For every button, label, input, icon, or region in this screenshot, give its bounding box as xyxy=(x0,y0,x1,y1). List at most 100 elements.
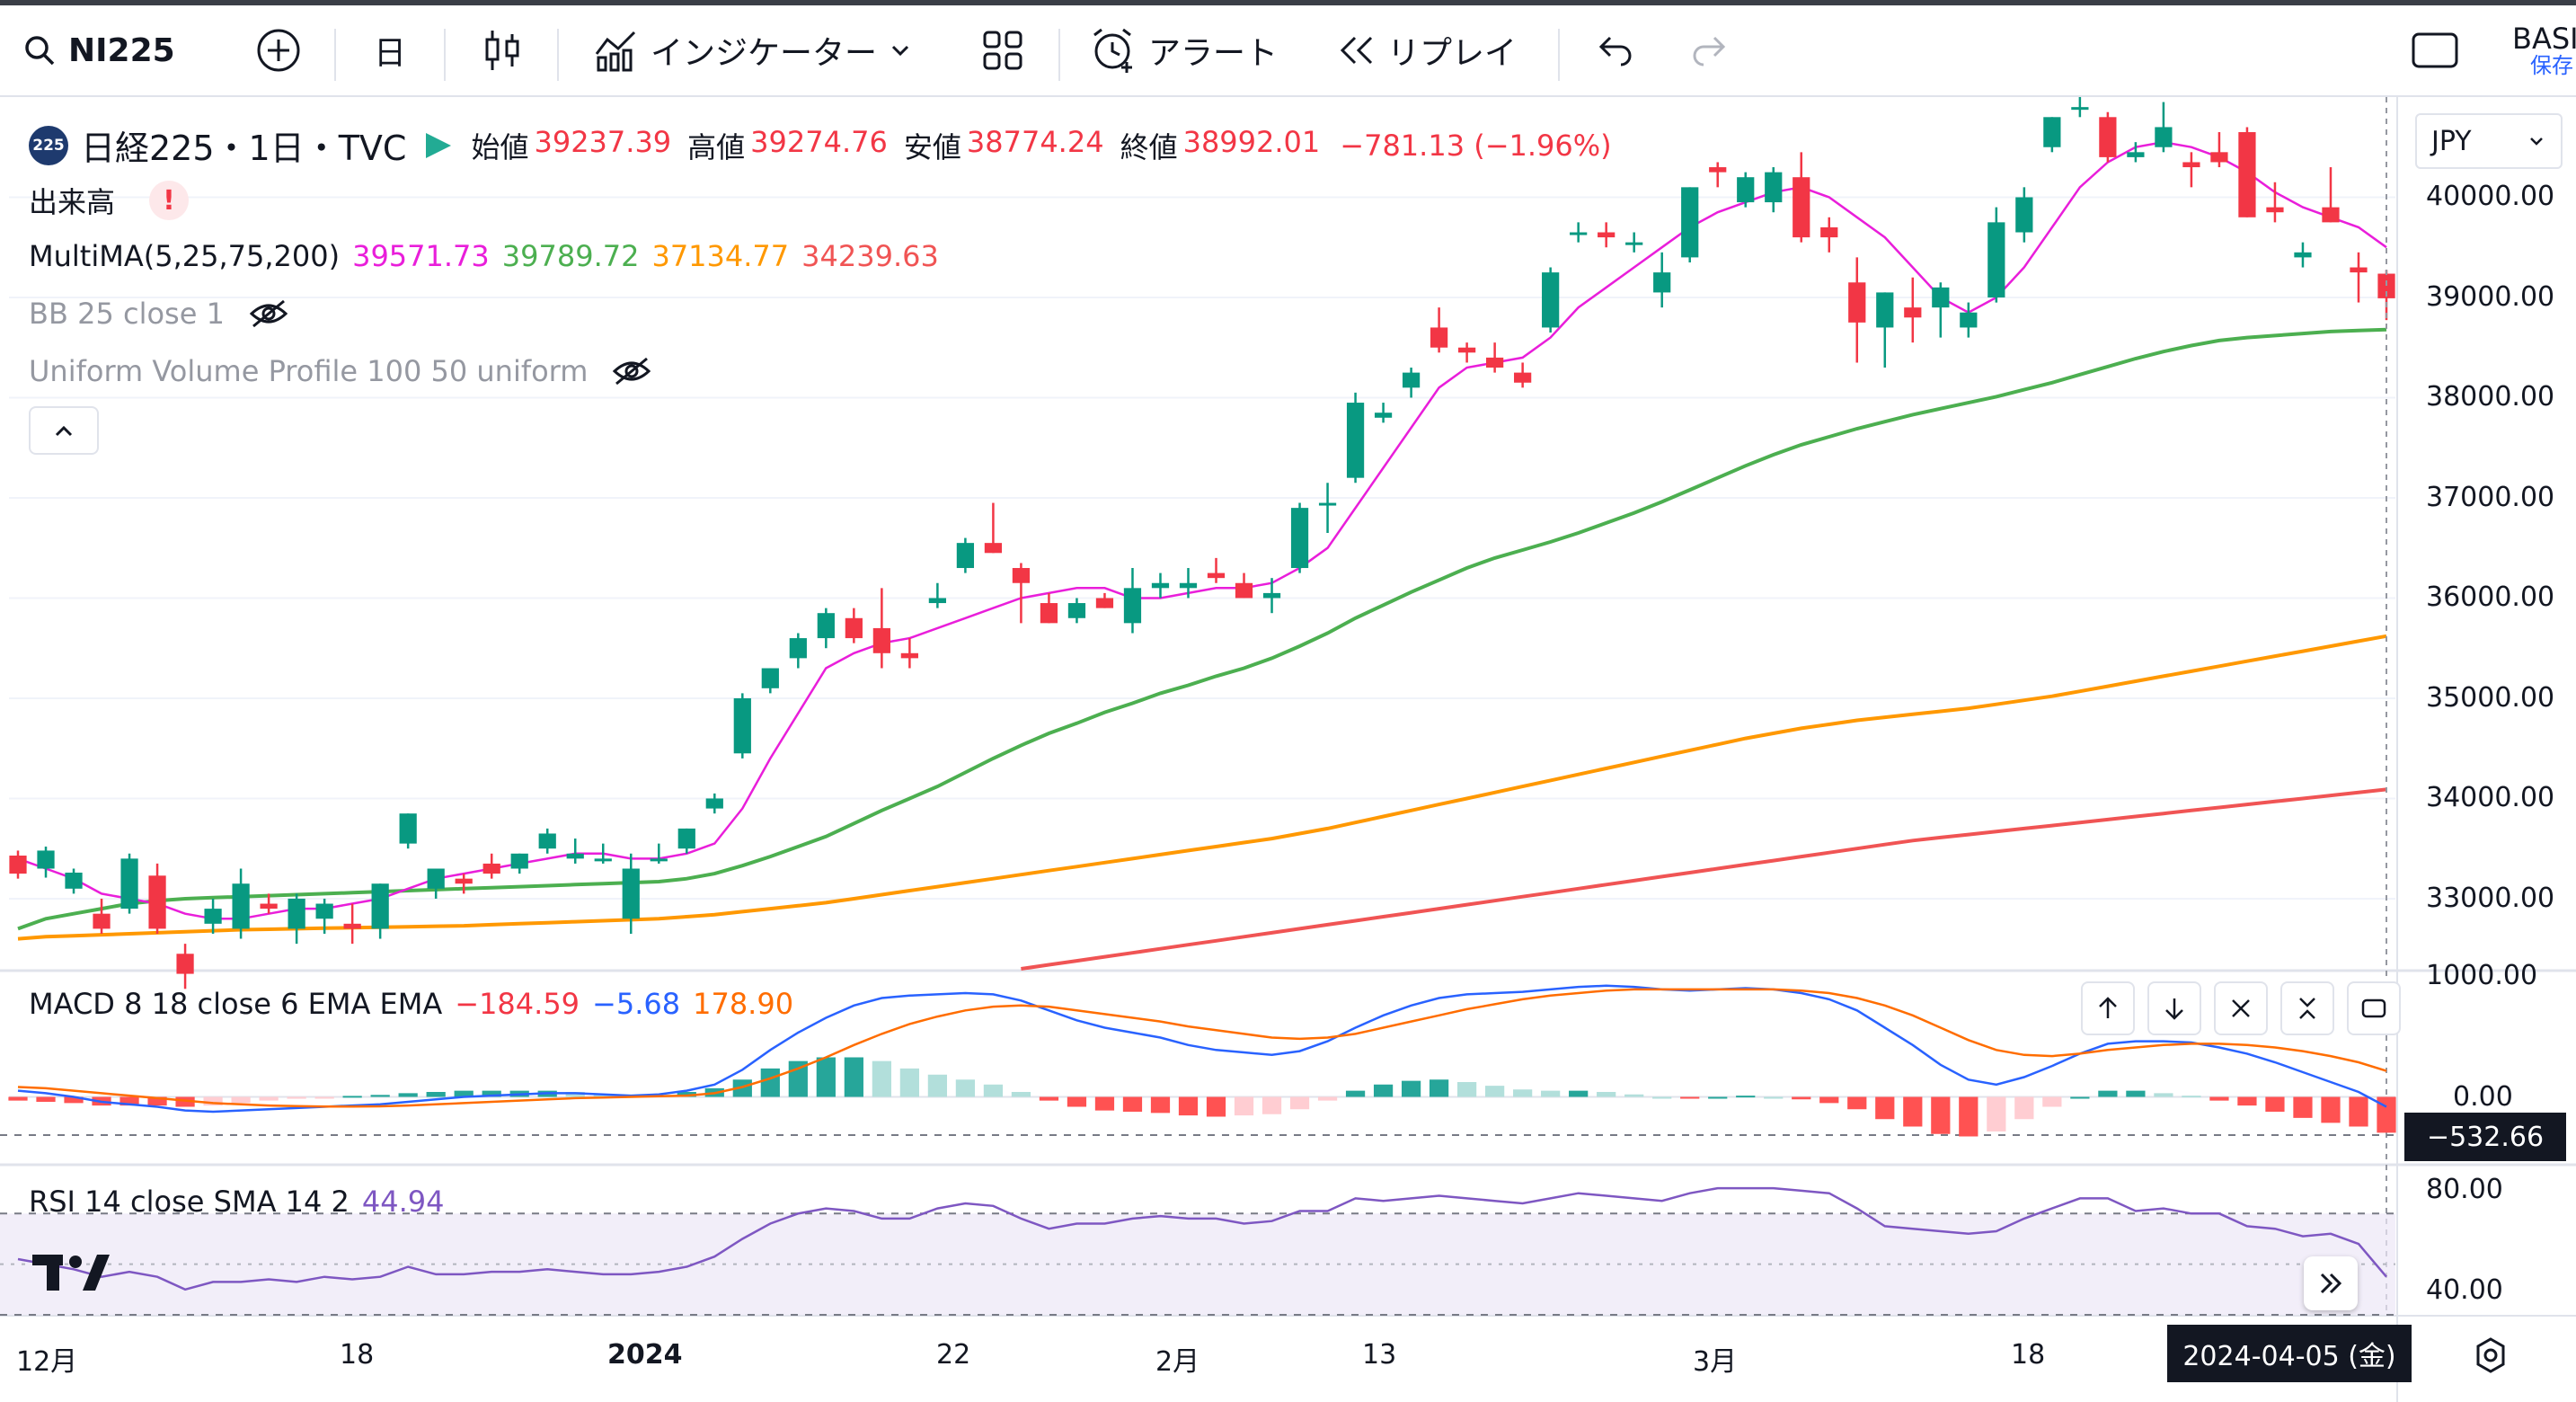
ma75-line xyxy=(17,634,2387,941)
maximize-pane-button[interactable] xyxy=(2347,981,2401,1035)
candle-body xyxy=(120,858,138,910)
volume-label[interactable]: 出来高 xyxy=(29,185,116,219)
candle-body xyxy=(2182,162,2200,168)
candle xyxy=(2322,167,2340,223)
candle-body xyxy=(1067,603,1086,618)
compare-button[interactable] xyxy=(255,5,302,95)
volume-profile-label[interactable]: Uniform Volume Profile 100 50 uniform xyxy=(29,354,589,388)
grid-icon xyxy=(983,31,1022,70)
scroll-to-realtime-button[interactable] xyxy=(2304,1256,2358,1310)
macd-histogram-bar xyxy=(1373,1084,1394,1097)
interval-button[interactable]: 日 xyxy=(374,5,406,95)
candle-body xyxy=(1765,172,1783,203)
gear-icon xyxy=(2476,1337,2505,1373)
macd-histogram-bar xyxy=(1178,1096,1199,1116)
move-pane-down-button[interactable] xyxy=(2147,981,2201,1035)
candle xyxy=(761,668,779,694)
macd-histogram-bar xyxy=(1122,1096,1143,1112)
candle xyxy=(900,638,918,669)
candle-body xyxy=(93,913,111,929)
candle-body xyxy=(1123,588,1142,624)
fullscreen-button[interactable] xyxy=(2410,5,2460,95)
candle xyxy=(65,868,83,894)
rsi-value: 44.94 xyxy=(361,1185,445,1219)
time-axis-label: 3月 xyxy=(1693,1346,1738,1378)
macd-histogram-bar xyxy=(2377,1096,2396,1133)
candle xyxy=(2071,97,2089,118)
candle-body xyxy=(1040,603,1058,624)
macd-histogram-bar xyxy=(2014,1096,2034,1120)
layout-save-button[interactable]: BASI 保存 xyxy=(2512,5,2576,95)
candle-body xyxy=(2210,152,2228,163)
macd-histogram-bar xyxy=(1819,1096,1839,1104)
multima-label[interactable]: MultiMA(5,25,75,200) xyxy=(29,239,341,273)
replay-button[interactable]: リプレイ xyxy=(1337,5,1517,95)
price-change: −781.13 (−1.96%) xyxy=(1340,128,1612,163)
time-axis-label: 18 xyxy=(2011,1339,2046,1371)
candle xyxy=(2294,242,2312,268)
macd-histogram-bar xyxy=(565,1092,585,1097)
rsi-legend: RSI 14 close SMA 14 2 44.94 xyxy=(29,1185,444,1219)
bb-label[interactable]: BB 25 close 1 xyxy=(29,297,225,331)
macd-histogram-bar xyxy=(1150,1096,1171,1114)
macd-histogram-bar xyxy=(1067,1096,1087,1107)
move-pane-up-button[interactable] xyxy=(2081,981,2135,1035)
macd-histogram-bar xyxy=(1987,1096,2006,1131)
candle xyxy=(594,843,612,864)
candle-body xyxy=(482,863,500,874)
tradingview-logo[interactable] xyxy=(31,1249,111,1298)
candle xyxy=(1262,578,1281,614)
undo-button[interactable] xyxy=(1596,5,1635,95)
rsi-label[interactable]: RSI 14 close SMA 14 2 xyxy=(29,1185,350,1219)
macd-histogram-bar xyxy=(2293,1096,2313,1118)
candle xyxy=(733,693,751,759)
candle xyxy=(845,608,863,643)
candle-body xyxy=(789,638,807,659)
collapse-legend-button[interactable] xyxy=(29,406,99,455)
symbol-search-button[interactable]: NI225 xyxy=(22,5,175,95)
delete-pane-button[interactable] xyxy=(2214,981,2268,1035)
candle-body xyxy=(1207,572,1226,579)
bb-legend: BB 25 close 1 xyxy=(29,297,289,331)
macd-histogram-bar xyxy=(287,1096,306,1099)
macd-histogram-bar xyxy=(844,1057,863,1097)
chart-canvas[interactable] xyxy=(0,97,2576,1402)
macd-histogram-bar xyxy=(314,1096,334,1099)
collapse-pane-button[interactable] xyxy=(2280,981,2334,1035)
layouts-button[interactable] xyxy=(981,5,1024,95)
candle xyxy=(1151,572,1170,599)
candle xyxy=(622,853,640,934)
eye-hidden-icon[interactable] xyxy=(248,297,289,330)
candle-body xyxy=(2377,273,2395,298)
candle-body xyxy=(2155,127,2173,147)
macd-histogram-bar xyxy=(1680,1096,1700,1099)
chart-settings-button[interactable] xyxy=(2465,1330,2516,1380)
macd-histogram-bar xyxy=(398,1093,418,1097)
candle xyxy=(1960,302,1978,338)
chart-area[interactable]: 225 日経225・1日・TVC 始値 39237.39 高値 39274.76 安値 3… xyxy=(0,97,2576,1402)
macd-label[interactable]: MACD 8 18 close 6 EMA EMA xyxy=(29,987,443,1021)
price-axis-label: 36000.00 xyxy=(2426,581,2555,614)
candle-body xyxy=(1542,272,1560,328)
indicators-button[interactable]: インジケーター xyxy=(593,5,913,95)
macd-histogram-bar xyxy=(1401,1080,1421,1097)
candle-body xyxy=(1486,357,1504,368)
candle xyxy=(1681,187,1699,262)
eye-hidden-icon[interactable] xyxy=(611,355,652,387)
symbol-title[interactable]: 日経225・1日・TVC xyxy=(81,129,407,168)
candle xyxy=(1067,598,1086,624)
candle-body xyxy=(900,652,918,659)
candle-body xyxy=(232,883,250,929)
currency-selector[interactable]: JPY xyxy=(2415,113,2563,169)
warning-icon[interactable]: ! xyxy=(149,181,190,220)
chart-type-button[interactable] xyxy=(482,5,523,95)
window-icon xyxy=(2412,32,2458,68)
candle-body xyxy=(1151,582,1170,589)
candle-body xyxy=(733,697,751,754)
alert-button[interactable]: アラート xyxy=(1089,5,1278,95)
candle-body xyxy=(1709,167,1727,173)
candle xyxy=(2210,132,2228,168)
candle-body xyxy=(2071,107,2089,111)
redo-button[interactable] xyxy=(1689,5,1729,95)
macd-histogram-bar xyxy=(1931,1096,1951,1134)
